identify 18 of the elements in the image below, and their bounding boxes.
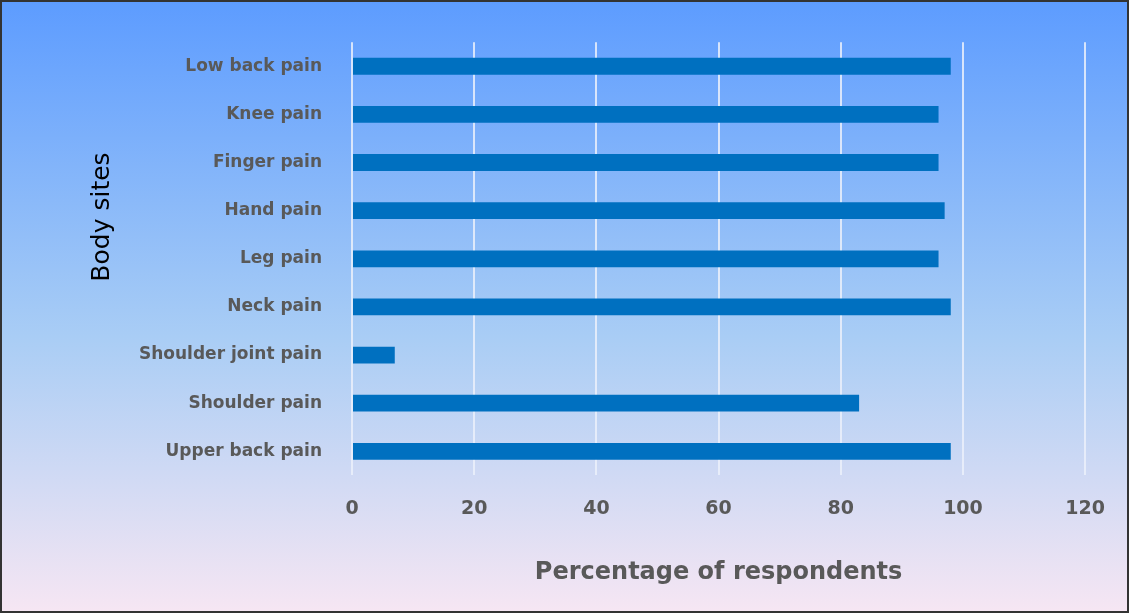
y-axis-title: Body sites [85, 152, 115, 282]
y-tick-label: Low back pain [185, 54, 322, 75]
y-tick-label: Finger pain [212, 150, 322, 171]
x-tick-label: 120 [1065, 495, 1106, 518]
y-tick-label: Shoulder joint pain [138, 343, 322, 364]
x-tick-label: 60 [705, 495, 732, 518]
y-tick-label: Hand pain [224, 199, 322, 220]
y-tick-label: Neck pain [227, 295, 322, 316]
x-tick-label: 80 [827, 495, 855, 518]
y-tick-label: Knee pain [226, 102, 322, 123]
y-tick-label: Shoulder pain [188, 391, 322, 412]
y-tick-label: Upper back pain [165, 439, 322, 460]
x-axis-title: Percentage of respondents [534, 556, 903, 585]
x-tick-label: 20 [460, 495, 488, 518]
x-tick-label: 100 [943, 495, 983, 518]
x-tick-label: 40 [583, 495, 610, 518]
x-tick-label: 0 [345, 495, 359, 518]
y-tick-label: Leg pain [239, 247, 322, 268]
